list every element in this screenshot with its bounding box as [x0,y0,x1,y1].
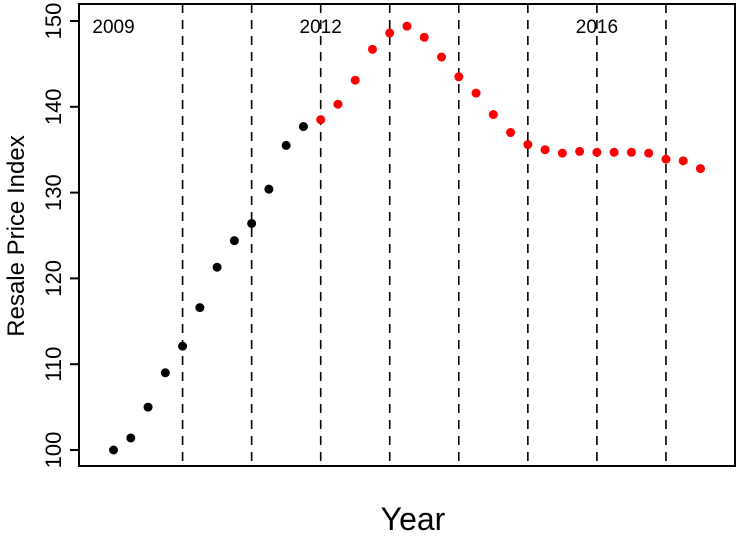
data-point [506,128,516,138]
y-tick-label: 130 [41,174,66,211]
data-point [143,402,153,412]
data-point [229,236,239,246]
data-point [575,146,585,156]
data-point [419,32,429,42]
y-tick-label: 100 [41,432,66,469]
data-point [126,433,136,443]
data-point [626,147,636,157]
data-point [281,140,291,150]
year-annotation: 2012 [300,17,342,38]
data-point [160,368,170,378]
data-points [109,21,705,455]
data-point [488,110,498,120]
data-point [557,148,567,158]
data-point [523,140,533,150]
y-axis-label: Resale Price Index [3,135,30,336]
data-point [178,341,188,351]
data-point [212,262,222,272]
y-axis: 100 110 120 130 140 150 [41,3,79,469]
data-point [385,28,395,38]
data-point [471,88,481,98]
y-tick-label: 110 [41,347,66,382]
data-point [350,75,360,85]
year-annotation: 2016 [576,17,618,38]
data-point [592,147,602,157]
data-point [264,184,274,194]
year-annotation: 2009 [92,17,134,38]
y-tick-label: 150 [41,3,66,40]
y-tick-label: 120 [41,260,66,297]
data-point [109,445,119,455]
y-tick-label: 140 [41,88,66,125]
data-point [678,156,688,166]
data-point [661,154,671,164]
data-point [333,99,343,109]
data-point [540,145,550,155]
data-point [402,21,412,31]
data-point [437,52,447,62]
data-point [695,164,705,174]
data-point [316,115,326,125]
data-point [247,218,257,228]
data-point [609,147,619,157]
plot-frame [78,3,736,467]
data-point [454,72,464,82]
year-annotations: 2009 2012 2016 [92,17,618,38]
data-point [298,122,308,132]
data-point [367,44,377,54]
data-point [195,303,205,313]
x-axis-label: Year [381,501,446,537]
data-point [644,148,654,158]
